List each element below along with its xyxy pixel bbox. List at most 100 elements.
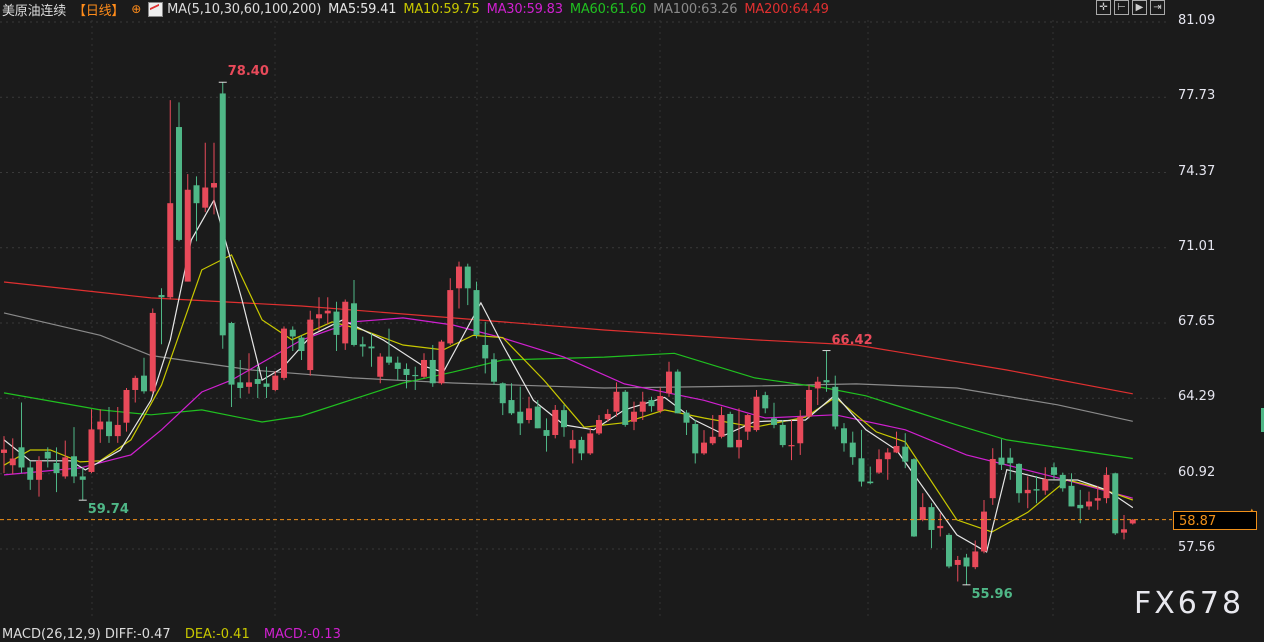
candle bbox=[97, 421, 104, 430]
candle bbox=[587, 433, 594, 454]
candle bbox=[613, 391, 620, 412]
candle bbox=[657, 396, 664, 411]
candle bbox=[202, 187, 209, 208]
candle bbox=[254, 379, 261, 384]
candle bbox=[141, 375, 147, 392]
candle bbox=[36, 460, 42, 480]
candle bbox=[1059, 474, 1066, 489]
candle bbox=[211, 183, 217, 188]
candle bbox=[981, 511, 987, 552]
candle bbox=[1086, 501, 1092, 507]
candle bbox=[919, 507, 926, 520]
low-price-label: 55.96 bbox=[971, 586, 1013, 602]
candle bbox=[298, 337, 305, 352]
ma10-line bbox=[3, 254, 1134, 533]
candle bbox=[972, 551, 979, 568]
candle bbox=[228, 323, 235, 385]
candle bbox=[779, 424, 786, 446]
ma5-line bbox=[3, 198, 1134, 553]
watermark-logo: FX678 bbox=[1134, 586, 1245, 621]
candle bbox=[666, 371, 672, 394]
candle bbox=[219, 93, 226, 336]
candle bbox=[1, 449, 7, 453]
candle bbox=[114, 424, 121, 437]
candle bbox=[1129, 519, 1136, 524]
ma30-value: MA30:59.83 bbox=[486, 1, 563, 17]
candle bbox=[631, 411, 637, 422]
candle bbox=[788, 445, 795, 447]
candle bbox=[753, 396, 760, 431]
candle bbox=[1033, 489, 1040, 491]
candle bbox=[359, 344, 366, 347]
candle bbox=[9, 458, 16, 466]
high-price-label: 66.42 bbox=[831, 332, 873, 348]
ma5-value: MA5:59.41 bbox=[328, 1, 397, 17]
candle bbox=[44, 451, 51, 459]
candle bbox=[324, 310, 331, 314]
candle bbox=[1007, 457, 1014, 464]
candle bbox=[622, 391, 629, 425]
candle bbox=[946, 534, 952, 567]
candle bbox=[333, 311, 340, 335]
candle bbox=[482, 344, 489, 359]
candle bbox=[893, 445, 900, 453]
macd-value: MACD:-0.13 bbox=[263, 627, 341, 642]
candle bbox=[53, 462, 60, 474]
candle bbox=[167, 203, 174, 298]
candle bbox=[543, 430, 550, 436]
candle bbox=[237, 382, 244, 388]
candle bbox=[499, 383, 506, 404]
ma60-value: MA60:61.60 bbox=[569, 1, 647, 17]
partial-candle bbox=[1261, 408, 1264, 432]
candle bbox=[79, 476, 86, 480]
candle bbox=[876, 459, 882, 473]
candle bbox=[62, 457, 69, 477]
play-icon[interactable]: ▶ bbox=[1132, 0, 1147, 15]
candle bbox=[569, 439, 576, 449]
candle bbox=[937, 525, 944, 529]
low-price-label: 59.74 bbox=[87, 502, 129, 518]
candle bbox=[928, 507, 935, 530]
candle bbox=[1042, 479, 1049, 491]
candle bbox=[272, 375, 279, 390]
candle bbox=[639, 401, 646, 412]
ma-params[interactable]: MA(5,10,30,60,100,200) bbox=[167, 1, 322, 17]
candle bbox=[1077, 504, 1084, 509]
candle bbox=[771, 418, 777, 425]
candle bbox=[351, 303, 357, 345]
candle bbox=[491, 359, 497, 382]
candle bbox=[123, 389, 130, 423]
candle bbox=[1094, 498, 1101, 501]
candle bbox=[289, 329, 296, 337]
candle bbox=[1051, 467, 1057, 475]
candle bbox=[989, 458, 996, 499]
candle bbox=[911, 459, 917, 537]
candle bbox=[534, 406, 541, 429]
candle bbox=[814, 381, 821, 389]
candle bbox=[727, 413, 734, 448]
y-tick-label: 60.92 bbox=[1178, 464, 1216, 480]
candle bbox=[263, 383, 270, 387]
zoom-range-icon[interactable]: ⊢ bbox=[1114, 0, 1129, 15]
candle bbox=[88, 429, 95, 472]
y-tick-label: 81.09 bbox=[1178, 13, 1216, 28]
candle bbox=[394, 362, 401, 369]
candle bbox=[718, 415, 725, 437]
candle bbox=[674, 371, 681, 414]
high-price-label: 78.40 bbox=[227, 64, 269, 80]
indicator-chart-icon[interactable] bbox=[148, 1, 164, 17]
period-selector[interactable]: 【日线】 bbox=[73, 3, 125, 19]
exit-icon[interactable]: ⇥ bbox=[1150, 0, 1165, 15]
candle bbox=[762, 395, 769, 409]
candle bbox=[849, 442, 856, 458]
crosshair-icon[interactable]: ⊕ bbox=[131, 2, 142, 16]
candle bbox=[867, 481, 874, 484]
candle bbox=[473, 290, 480, 335]
symbol-name: 美原油连续 bbox=[2, 3, 67, 19]
chart-header: 美原油连续 【日线】 ⊕ MA(5,10,30,60,100,200) MA5:… bbox=[2, 0, 836, 19]
candle bbox=[1016, 463, 1022, 494]
crosshair-icon[interactable]: ✛ bbox=[1096, 0, 1111, 15]
ma100-line bbox=[3, 312, 1133, 422]
y-tick-label: 67.65 bbox=[1178, 314, 1216, 329]
candle bbox=[1024, 489, 1031, 494]
